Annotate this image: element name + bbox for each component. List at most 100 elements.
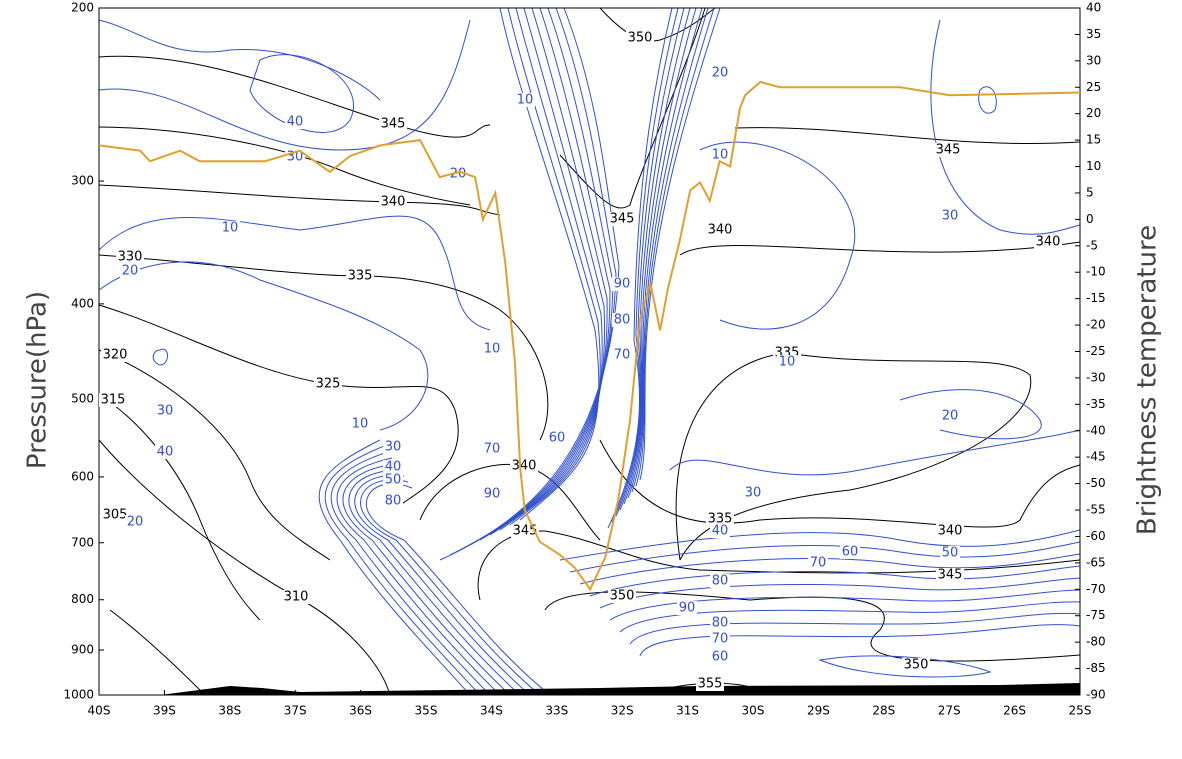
wind-contour [631,7,709,493]
theta-contour [98,55,491,138]
x-tick-label: 31S [676,704,699,718]
theta-label: 335 [348,269,373,284]
wind-contour [569,541,1081,573]
wind-label: 40 [385,460,402,475]
wind-label: 20 [450,167,467,182]
wind-contour [507,7,601,526]
x-tick-label: 38S [218,704,241,718]
label-bg [482,487,502,501]
wind-contour [98,261,429,431]
y2-tick-label: -90 [1086,688,1106,702]
label-bg [346,269,374,283]
y-tick-label: 700 [71,535,94,549]
wind-label: 60 [712,650,729,665]
label-bg [743,486,763,500]
theta-label: 345 [610,212,635,227]
theta-label: 325 [316,377,341,392]
wind-label: 60 [549,431,566,446]
wind-contour [249,54,354,133]
y2-tick-label: -70 [1086,582,1106,596]
wind-label: 80 [385,494,402,509]
wind-label: 90 [614,277,631,292]
label-bg [940,209,960,223]
wind-label: 40 [287,115,304,130]
theta-contour [734,127,1081,144]
wind-contour [639,624,1081,657]
theta-contour [98,349,331,561]
wind-contour [318,439,471,696]
x-tick-label: 25S [1069,704,1092,718]
label-bg [608,212,636,226]
theta-contour [109,609,206,696]
y2-tick-label: -60 [1086,529,1106,543]
label-bg [710,650,730,664]
theta-label: 330 [118,250,143,265]
wind-label: 30 [745,486,762,501]
x-tick-label: 33S [545,704,568,718]
theta-contour [675,352,1032,561]
wind-label: 40 [712,524,729,539]
y2-tick-label: 20 [1086,106,1101,120]
y2-tick-label: 5 [1086,185,1094,199]
wind-contour [607,7,673,529]
wind-contour [336,457,501,696]
wind-label: 10 [517,93,534,108]
wind-label: 30 [157,404,174,419]
theta-contour [599,439,1081,528]
x-tick-label: 30S [742,704,765,718]
theta-label: 305 [103,508,128,523]
theta-label: 340 [381,195,406,210]
label-bg [101,508,129,522]
label-bg [379,117,407,131]
wind-contour [629,612,1081,645]
y-tick-label: 1000 [63,688,94,702]
wind-label: 80 [614,313,631,328]
y2-tick-label: -65 [1086,555,1106,569]
wind-contour [589,565,1081,597]
label-bg [710,632,730,646]
y2-tick-label: 10 [1086,159,1101,173]
wind-contour [599,577,1081,609]
label-bg [706,512,734,526]
label-bg [99,393,127,407]
label-bg [934,143,962,157]
label-bg [220,221,240,235]
theta-label: 310 [284,590,309,605]
wind-contour [615,7,685,517]
wind-contour [619,7,691,511]
label-bg [285,115,305,129]
wind-contour [609,589,1081,621]
wind-contour [354,474,531,696]
wind-label: 10 [484,342,501,357]
theta-label: 350 [628,31,653,46]
y2-tick-label: -50 [1086,476,1106,490]
label-bg [383,460,403,474]
theta-label: 350 [610,589,635,604]
wind-label: 10 [222,221,239,236]
theta-label: 350 [904,658,929,673]
y2-axis-label: Brightness temperature [1133,225,1163,535]
y2-tick-label: -30 [1086,370,1106,384]
x-tick-label: 37S [284,704,307,718]
theta-label: 340 [938,524,963,539]
label-bg [902,658,930,672]
label-bg [547,431,567,445]
wind-label: 90 [484,487,501,502]
label-bg [383,440,403,454]
x-tick-label: 27S [938,704,961,718]
y-tick-label: 400 [71,296,94,310]
x-tick-label: 39S [153,704,176,718]
y2-tick-label: -5 [1086,238,1098,252]
label-bg [116,250,144,264]
y2-tick-label: -40 [1086,423,1106,437]
x-tick-label: 34S [480,704,503,718]
theta-label: 345 [513,524,538,539]
label-bg [120,264,140,278]
wind-label: 70 [614,348,631,363]
theta-contour [477,530,1081,601]
y2-tick-label: 35 [1086,27,1101,41]
theta-label: 345 [936,143,961,158]
wind-label: 30 [942,209,959,224]
label-bg [515,93,535,107]
